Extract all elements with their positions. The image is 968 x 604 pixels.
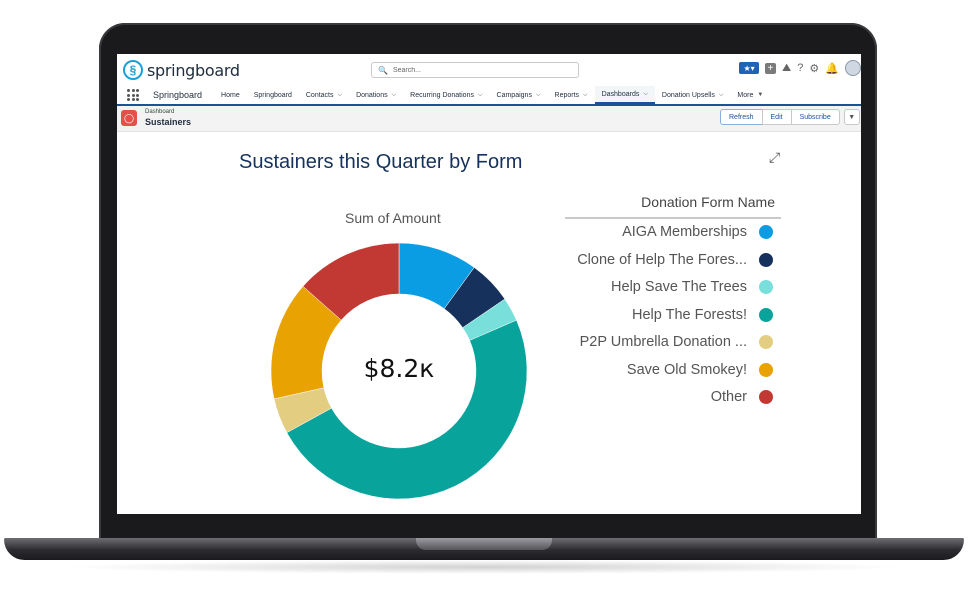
legend-label: Other <box>710 389 747 405</box>
nav-item-label: Recurring Donations <box>410 91 474 99</box>
header-icons: ★▾ + ⛰ ? ⚙ 🔔 <box>739 60 861 76</box>
laptop-shadow <box>60 560 908 574</box>
chart-title: Sustainers this Quarter by Form <box>239 151 523 173</box>
screen: § springboard 🔍 ★▾ + ⛰ ? ⚙ 🔔 Springboard… <box>117 54 861 514</box>
nav-item-label: Donations <box>356 91 388 99</box>
breadcrumb[interactable]: Dashboard <box>145 109 175 115</box>
nav-item-donation-upsells[interactable]: Donation Upsells ⌵ <box>655 86 730 104</box>
nav-item-label: More <box>737 91 754 99</box>
legend-item[interactable]: Help The Forests! <box>547 307 773 323</box>
dashboard-icon: ◯ <box>121 110 137 126</box>
legend-title: Donation Form Name <box>641 194 775 210</box>
legend-divider <box>565 217 781 219</box>
legend-swatch <box>759 335 773 349</box>
laptop-notch <box>416 538 552 550</box>
legend-swatch <box>759 280 773 294</box>
logo-text: springboard <box>147 60 240 80</box>
nav-item-more[interactable]: More ▼ <box>730 86 770 104</box>
legend-swatch <box>759 225 773 239</box>
search-icon: 🔍 <box>378 65 388 75</box>
chevron-down-icon[interactable]: ⌵ <box>583 91 588 98</box>
legend-item[interactable]: AIGA Memberships <box>547 224 773 240</box>
help-icon[interactable]: ? <box>797 62 804 74</box>
page-title: Sustainers <box>145 117 192 127</box>
nav-item-contacts[interactable]: Contacts ⌵ <box>299 86 349 104</box>
nav-item-label: Springboard <box>253 91 292 99</box>
nav-item-donations[interactable]: Donations ⌵ <box>349 86 403 104</box>
bell-icon[interactable]: 🔔 <box>825 62 839 75</box>
chart-subtitle: Sum of Amount <box>345 210 441 226</box>
legend-label: P2P Umbrella Donation ... <box>579 334 747 350</box>
avatar[interactable] <box>845 60 861 76</box>
nav-item-campaigns[interactable]: Campaigns ⌵ <box>490 86 548 104</box>
nav-item-recurring-donations[interactable]: Recurring Donations ⌵ <box>403 86 489 104</box>
legend-swatch <box>759 307 773 322</box>
more-actions-chevron-down-icon[interactable]: ▼ <box>843 109 860 125</box>
global-header: § springboard 🔍 ★▾ + ⛰ ? ⚙ 🔔 <box>117 54 861 86</box>
legend-item[interactable]: P2P Umbrella Donation ... <box>547 334 773 350</box>
donut-slice-other[interactable] <box>302 242 400 321</box>
favorites-star-icon[interactable]: ★▾ <box>739 62 760 74</box>
nav-items: Home Springboard Contacts ⌵ Donations ⌵ Recurr… <box>214 86 770 104</box>
search-input[interactable] <box>392 66 563 74</box>
app-name: Springboard <box>153 90 203 100</box>
nav-item-reports[interactable]: Reports ⌵ <box>548 86 595 104</box>
gear-icon[interactable]: ⚙ <box>809 62 820 75</box>
app-launcher-icon[interactable] <box>127 89 139 101</box>
legend-item[interactable]: Clone of Help The Fores... <box>547 252 773 268</box>
subscribe-button[interactable]: Subscribe <box>790 109 840 125</box>
nav-item-label: Contacts <box>305 91 334 99</box>
chevron-down-icon[interactable]: ⌵ <box>477 91 483 98</box>
legend-swatch <box>759 390 773 404</box>
chevron-down-icon[interactable]: ⌵ <box>391 91 397 98</box>
nav-item-label: Donation Upsells <box>661 91 715 99</box>
legend-item[interactable]: Save Old Smokey! <box>547 362 773 378</box>
legend-label: Help The Forests! <box>632 306 747 323</box>
nav-item-dashboards[interactable]: Dashboards ⌵ <box>594 86 655 104</box>
legend-label: Help Save The Trees <box>611 279 747 295</box>
legend-label: Clone of Help The Fores... <box>577 251 747 268</box>
nav-item-springboard[interactable]: Springboard <box>247 86 299 104</box>
donut-center-total: $8.2к <box>363 354 435 383</box>
legend-swatch <box>759 252 773 267</box>
springboard-logo-icon: § <box>123 60 143 80</box>
nav-item-label: Home <box>221 91 240 99</box>
app-nav-bar: Springboard Home Springboard Contacts ⌵ Dona… <box>117 86 861 106</box>
legend-swatch <box>759 362 773 377</box>
legend-label: Save Old Smokey! <box>626 361 747 378</box>
legend-item[interactable]: Help Save The Trees <box>547 279 773 295</box>
donut-chart <box>270 242 528 500</box>
chevron-down-icon[interactable]: ▼ <box>757 92 764 98</box>
chevron-down-icon[interactable]: ⌵ <box>337 91 343 98</box>
page-header: ◯ Dashboard Sustainers Refresh Edit Subs… <box>117 106 861 132</box>
nav-item-label: Dashboards <box>601 90 640 98</box>
global-actions-plus-icon[interactable]: + <box>765 62 777 74</box>
dashboard-button-group: Refresh Edit Subscribe ▼ <box>720 109 860 125</box>
chevron-down-icon[interactable]: ⌵ <box>643 90 648 97</box>
chevron-down-icon[interactable]: ⌵ <box>718 91 724 98</box>
legend-label: AIGA Memberships <box>622 224 747 240</box>
nav-item-home[interactable]: Home <box>214 86 247 104</box>
trailhead-icon[interactable]: ⛰ <box>782 61 792 74</box>
expand-icon[interactable]: ⤢ <box>769 149 781 165</box>
chevron-down-icon[interactable]: ⌵ <box>535 91 541 98</box>
nav-item-label: Reports <box>554 91 580 99</box>
nav-item-label: Campaigns <box>496 91 532 99</box>
search-box[interactable]: 🔍 <box>371 62 579 78</box>
legend-item[interactable]: Other <box>547 389 773 405</box>
logo[interactable]: § springboard <box>123 60 240 80</box>
